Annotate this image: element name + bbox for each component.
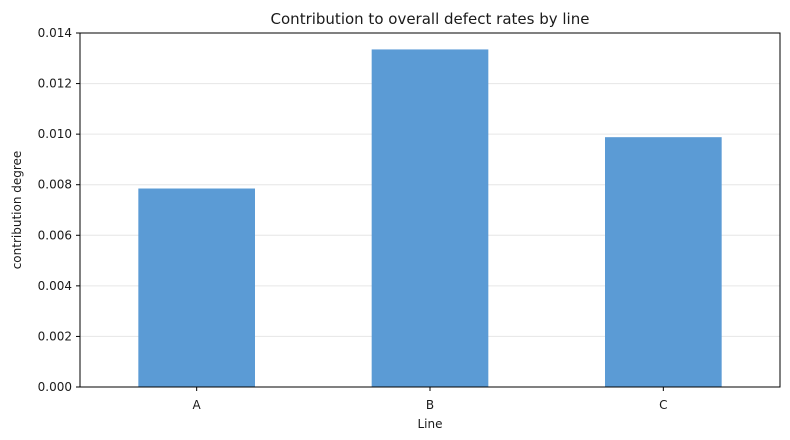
y-tick-label: 0.000 <box>38 380 72 394</box>
y-tick-label: 0.014 <box>38 26 72 40</box>
x-tick-label: B <box>426 398 434 412</box>
y-axis-ticks: 0.000 0.002 0.004 0.006 0.008 0.010 0.012 0.014 <box>38 26 80 394</box>
y-tick-label: 0.012 <box>38 77 72 91</box>
y-tick-label: 0.002 <box>38 329 72 343</box>
bar-b <box>371 49 489 387</box>
chart-title: Contribution to overall defect rates by … <box>271 10 590 28</box>
bar-c <box>605 137 722 387</box>
y-tick-label: 0.010 <box>38 127 72 141</box>
x-tick-label: A <box>193 398 202 412</box>
y-tick-label: 0.004 <box>38 279 72 293</box>
x-axis-ticks: A B C <box>193 387 668 412</box>
y-tick-label: 0.006 <box>38 228 72 242</box>
x-axis-label: Line <box>417 417 442 431</box>
y-axis-label: contribution degree <box>10 151 24 270</box>
x-tick-label: C <box>659 398 667 412</box>
y-tick-label: 0.008 <box>38 178 72 192</box>
bar-a <box>138 188 255 387</box>
bars <box>138 49 722 387</box>
